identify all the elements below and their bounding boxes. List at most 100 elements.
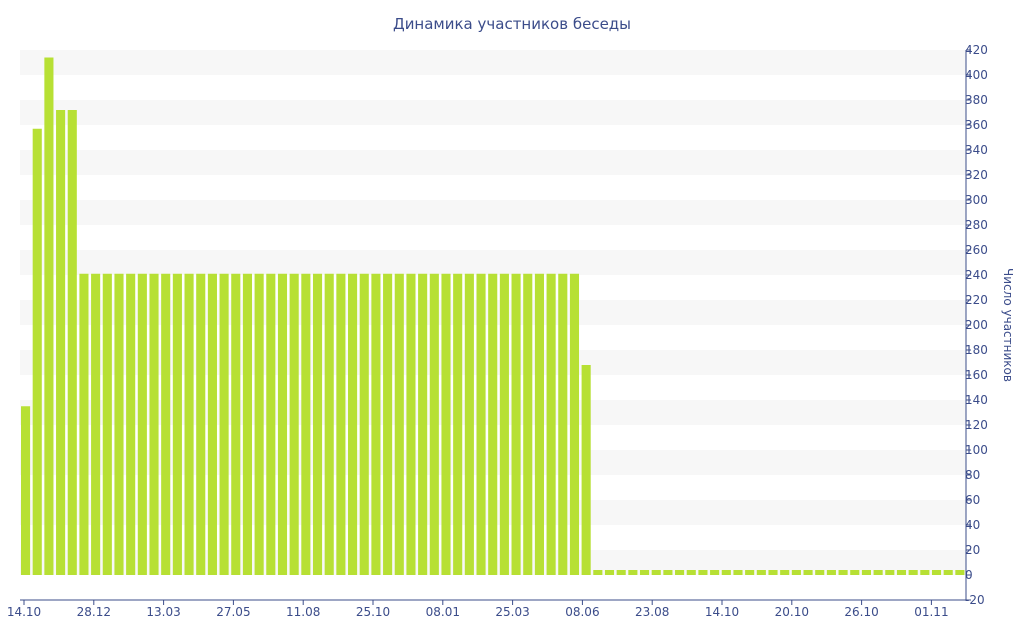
bar — [149, 273, 159, 575]
bar — [733, 570, 743, 575]
bar — [698, 570, 708, 575]
bar — [511, 273, 521, 575]
bar — [838, 570, 848, 575]
y-tick-label: 100 — [965, 443, 988, 457]
bar — [651, 570, 661, 575]
bar — [56, 110, 66, 575]
bar — [523, 273, 533, 575]
bar — [394, 273, 404, 575]
y-tick-label: 120 — [965, 418, 988, 432]
bar — [324, 273, 334, 575]
bar — [254, 273, 264, 575]
y-tick-label: 300 — [965, 193, 988, 207]
grid-band — [20, 100, 966, 125]
bar — [675, 570, 685, 575]
bar — [558, 273, 568, 575]
bar — [312, 273, 323, 575]
bar — [534, 273, 544, 575]
x-axis-ticks: 14.10 28.12 13.03 27.05 11.08 25.10 08.01 25.03… — [7, 600, 949, 619]
y-tick-label: 20 — [965, 543, 980, 557]
bar — [67, 110, 77, 575]
bar — [231, 273, 241, 575]
bar — [359, 273, 369, 575]
bar — [931, 570, 942, 575]
bar — [207, 273, 217, 575]
bar — [908, 570, 918, 575]
bar — [406, 273, 416, 575]
y-axis-ticks: -20 0 20 40 60 80 100 120 140 160 180 200 220 240 260 2… — [965, 43, 988, 607]
bar — [721, 570, 731, 575]
bar — [242, 273, 253, 575]
bar — [161, 273, 171, 575]
grid-band — [20, 50, 966, 75]
x-tick-label: 27.05 — [216, 605, 250, 619]
bar — [429, 273, 439, 575]
bar — [488, 273, 498, 575]
bar — [21, 406, 31, 575]
y-tick-label: 400 — [965, 68, 988, 82]
bar — [289, 273, 299, 575]
y-axis-title: Число участников — [1001, 268, 1015, 382]
bar — [826, 570, 836, 575]
y-tick-label: 380 — [965, 93, 988, 107]
bar — [44, 57, 54, 575]
y-tick-label: 320 — [965, 168, 988, 182]
x-tick-label: 23.08 — [635, 605, 669, 619]
bar — [32, 128, 42, 575]
bar — [861, 570, 871, 575]
bar — [604, 570, 615, 575]
y-tick-label: 0 — [965, 568, 973, 582]
bar — [418, 273, 428, 575]
bar — [955, 570, 965, 575]
x-tick-label: 13.03 — [146, 605, 180, 619]
bar — [569, 273, 580, 575]
bar — [453, 273, 463, 575]
bar — [137, 273, 147, 575]
x-tick-label: 14.10 — [7, 605, 41, 619]
y-tick-label: 180 — [965, 343, 988, 357]
x-tick-label: 20.10 — [775, 605, 809, 619]
bar — [464, 273, 474, 575]
bar — [301, 273, 311, 575]
y-tick-label: 280 — [965, 218, 988, 232]
bar — [336, 273, 346, 575]
bar — [896, 570, 907, 575]
x-tick-label: 26.10 — [844, 605, 878, 619]
bar — [91, 273, 101, 575]
y-tick-label: 40 — [965, 518, 980, 532]
bar — [710, 570, 720, 575]
x-tick-label: 08.01 — [426, 605, 460, 619]
bar — [126, 273, 136, 575]
bar — [581, 365, 591, 575]
bar — [219, 273, 229, 575]
bar — [102, 273, 112, 575]
y-tick-label: 340 — [965, 143, 988, 157]
grid-band — [20, 200, 966, 225]
bar — [371, 273, 381, 575]
y-tick-label: 260 — [965, 243, 988, 257]
y-tick-label: 360 — [965, 118, 988, 132]
bar — [803, 570, 813, 575]
bar — [277, 273, 288, 575]
bar — [616, 570, 626, 575]
bar — [920, 570, 930, 575]
x-tick-label: 01.11 — [914, 605, 948, 619]
y-tick-label: 240 — [965, 268, 988, 282]
bar — [593, 570, 603, 575]
y-tick-label: 420 — [965, 43, 988, 57]
bar — [546, 273, 556, 575]
bar — [476, 273, 486, 575]
y-tick-label: 220 — [965, 293, 988, 307]
bar — [885, 570, 895, 575]
bar — [114, 273, 124, 575]
bar — [383, 273, 393, 575]
bar — [943, 570, 953, 575]
x-tick-label: 11.08 — [286, 605, 320, 619]
bar — [499, 273, 509, 575]
bar — [815, 570, 825, 575]
grid-band — [20, 250, 966, 275]
bar — [266, 273, 276, 575]
bars — [21, 57, 965, 575]
bar — [756, 570, 766, 575]
